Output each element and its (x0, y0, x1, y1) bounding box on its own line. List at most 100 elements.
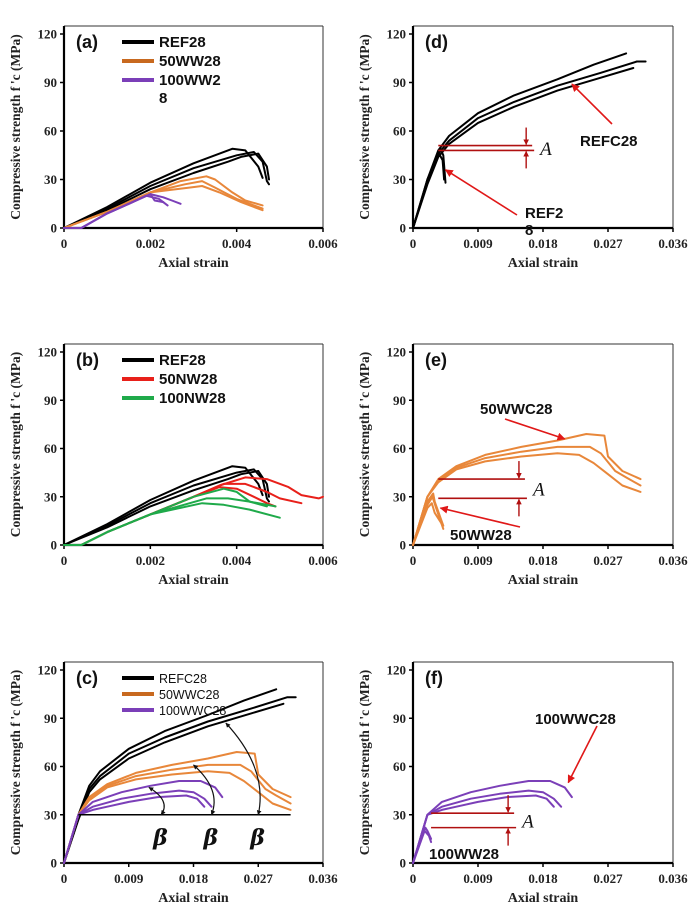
y-tick-label: 0 (400, 221, 407, 236)
y-axis-label: Compressive strength f 'c (MPa) (8, 34, 23, 220)
x-tick-label: 0 (410, 553, 417, 568)
y-tick-label: 60 (44, 441, 57, 456)
y-tick-label: 90 (44, 711, 57, 726)
panel-e: 0 30 60 90 120 0 0.009 0.018 0.027 0.036 Axial str… (357, 343, 688, 588)
annotation-arrow (444, 169, 518, 216)
y-tick-label: 30 (393, 172, 406, 187)
series-line-50WW28 (412, 502, 443, 546)
x-tick-label: 0.002 (136, 236, 165, 251)
x-tick-label: 0.018 (528, 553, 558, 568)
legend-label: 8 (159, 90, 167, 107)
annotation-label: 100WWC28 (535, 711, 616, 728)
legend: REF28 50WW28 100WW28 (122, 34, 221, 107)
series-line-100NW28 (63, 502, 281, 546)
y-tick-label: 90 (44, 75, 57, 90)
y-axis-label: Compressive strength f 'c (MPa) (357, 352, 372, 538)
panel-label: (c) (76, 668, 98, 688)
x-tick-label: 0.002 (136, 553, 165, 568)
x-tick-label: 0 (410, 871, 417, 886)
legend-label: REF28 (159, 352, 206, 369)
panel-label: (f) (425, 668, 443, 688)
panel-label: (a) (76, 32, 98, 52)
series-line-REFC28 (63, 688, 278, 864)
x-tick-label: 0 (410, 236, 417, 251)
y-tick-label: 90 (393, 75, 406, 90)
y-tick-label: 120 (38, 27, 58, 42)
y-tick-label: 120 (387, 663, 407, 678)
beta-arrow (148, 786, 166, 816)
panel-label: (b) (76, 350, 99, 370)
y-tick-label: 30 (393, 807, 406, 822)
panel-c: 0 30 60 90 120 0 0.009 0.018 0.027 0.036 Axial str… (8, 661, 338, 906)
y-tick-label: 120 (387, 345, 407, 360)
series-line-REF28 (412, 152, 446, 229)
bracket-label-A: A (538, 139, 552, 160)
legend-label: 50NW28 (159, 371, 217, 388)
y-tick-label: 0 (51, 221, 58, 236)
annotation-label: REFC28 (580, 133, 638, 150)
series-line-100WWC28 (412, 789, 563, 864)
panel-label: (d) (425, 32, 448, 52)
x-tick-label: 0 (61, 871, 68, 886)
x-tick-label: 0.018 (179, 871, 209, 886)
x-tick-label: 0.027 (244, 871, 274, 886)
beta-label: β (249, 825, 265, 851)
x-tick-label: 0.004 (222, 236, 252, 251)
series-line-REF28 (63, 465, 264, 546)
x-axis-label: Axial strain (158, 256, 229, 271)
y-tick-label: 60 (393, 759, 406, 774)
x-tick-label: 0.036 (658, 236, 688, 251)
annotation-label: 100WW28 (429, 846, 499, 863)
annotation-label: 8 (525, 222, 533, 239)
y-tick-label: 30 (393, 489, 406, 504)
series-line-REF28 (63, 152, 270, 229)
x-tick-label: 0.027 (593, 553, 623, 568)
y-tick-label: 30 (44, 489, 57, 504)
x-tick-label: 0.036 (658, 871, 688, 886)
y-tick-label: 60 (44, 759, 57, 774)
y-axis-label: Compressive strength f 'c (MPa) (8, 352, 23, 538)
x-axis-label: Axial strain (158, 573, 229, 588)
panel-d: 0 30 60 90 120 0 0.009 0.018 0.027 0.036 Axial str… (357, 25, 688, 271)
annotation-arrow (504, 418, 566, 441)
annotation-label: REF2 (525, 205, 563, 222)
annotation-label: 50WWC28 (480, 401, 553, 418)
panel-f: 0 30 60 90 120 0 0.009 0.018 0.027 0.036 Axial str… (357, 661, 688, 906)
series-line-100WW28 (63, 193, 165, 229)
series-line-100WW28 (412, 829, 433, 864)
x-tick-label: 0.004 (222, 553, 252, 568)
legend-label: 100NW28 (159, 390, 226, 407)
y-tick-label: 60 (44, 124, 57, 139)
y-tick-label: 90 (393, 393, 406, 408)
legend-label: 100WW2 (159, 72, 221, 89)
annotation-label: 50WW28 (450, 527, 512, 544)
x-tick-label: 0.036 (308, 871, 338, 886)
x-axis-label: Axial strain (508, 891, 579, 906)
x-tick-label: 0.027 (593, 871, 623, 886)
beta-label: β (152, 825, 168, 851)
series-line-50WW28 (63, 185, 264, 229)
beta-label: β (202, 825, 218, 851)
annotation-arrow (571, 83, 613, 125)
series-line-50WWC28 (412, 452, 642, 546)
x-tick-label: 0.036 (658, 553, 688, 568)
legend-label: 100WWC28 (159, 704, 226, 718)
y-tick-label: 120 (38, 345, 58, 360)
x-tick-label: 0 (61, 553, 68, 568)
x-tick-label: 0.009 (463, 236, 493, 251)
x-axis-label: Axial strain (158, 891, 229, 906)
y-tick-label: 0 (51, 856, 58, 871)
y-tick-label: 120 (387, 27, 407, 42)
annotation-arrow (439, 505, 521, 528)
x-tick-label: 0.018 (528, 871, 558, 886)
x-axis-label: Axial strain (508, 256, 579, 271)
series-line-REF28 (63, 151, 270, 229)
x-tick-label: 0.009 (463, 871, 493, 886)
y-axis-label: Compressive strength f 'c (MPa) (357, 34, 372, 220)
series-line-50WWC28 (412, 445, 642, 546)
legend-label: 50WWC28 (159, 688, 219, 702)
y-tick-label: 30 (44, 807, 57, 822)
x-axis-label: Axial strain (508, 573, 579, 588)
y-tick-label: 90 (393, 711, 406, 726)
